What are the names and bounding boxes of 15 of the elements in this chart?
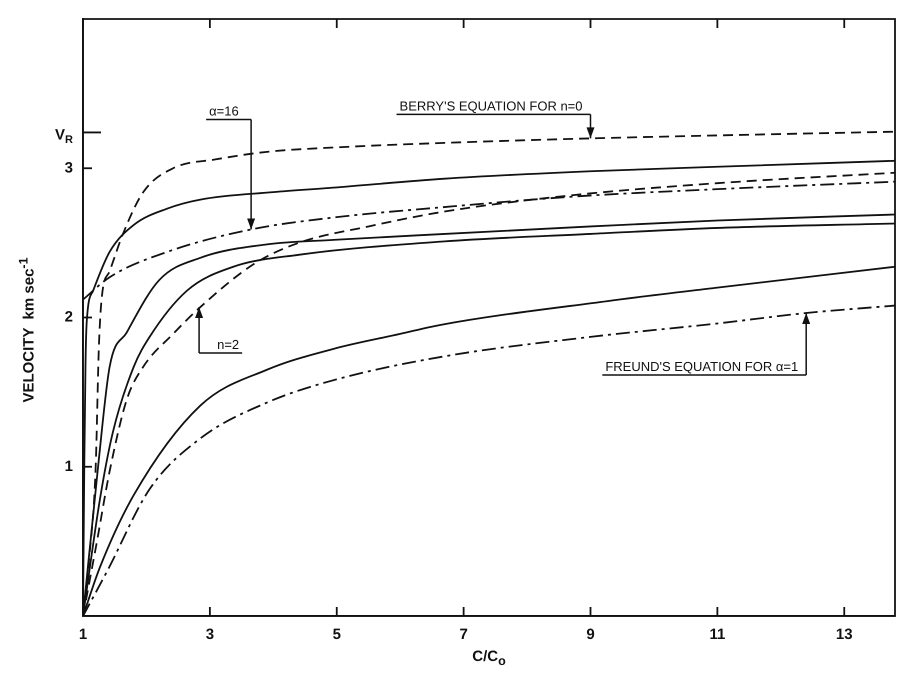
x-tick-label: 5 [332,626,341,644]
y-tick-label: 2 [64,308,73,326]
x-axis-title: C/C$_{o}$ [471,648,507,668]
x-tick-label: 11 [709,626,726,644]
annotation: BERRY'S EQUATION FOR n=0 [400,98,583,114]
annotation: n=2 [217,337,240,352]
annotation: FREUND'S EQUATION FOR α=1 [605,359,798,374]
x-tick-label: 1 [78,626,88,644]
y-tick-label: 1 [64,458,73,475]
y-tick-label: 3 [64,159,73,176]
annotation: α=16 [209,103,239,118]
x-tick-label: 3 [206,626,214,644]
x-tick-label: 9 [586,626,595,644]
x-tick-label: 7 [459,626,468,644]
x-tick-label: 13 [836,626,853,644]
